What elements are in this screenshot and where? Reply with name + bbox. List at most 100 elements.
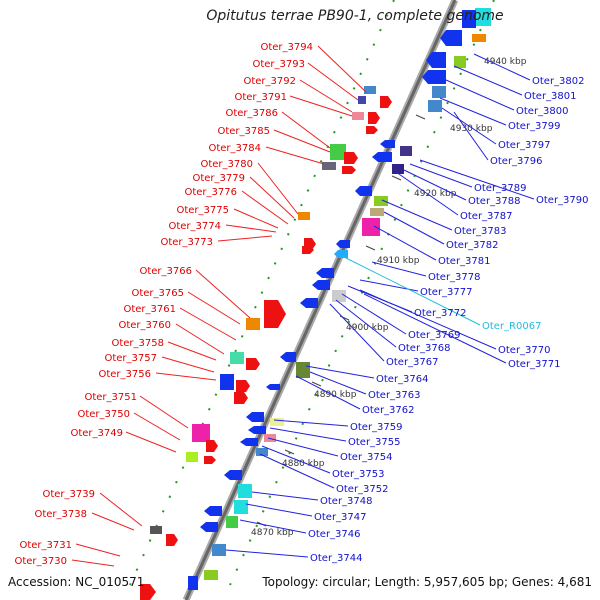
gene-feature — [234, 392, 248, 404]
gene-label-right: Oter_3777 — [420, 287, 473, 298]
gene-label-left: Oter_3775 — [176, 205, 229, 216]
gene-feature — [204, 506, 222, 516]
gene-label-right: Oter_3754 — [340, 452, 393, 463]
gene-label-left: Oter_3779 — [192, 173, 245, 184]
gene-label-right: Oter_3755 — [348, 437, 401, 448]
gene-feature — [432, 86, 446, 98]
gene-label-right: Oter_3800 — [516, 106, 569, 117]
gene-feature — [166, 534, 178, 546]
gene-feature — [300, 298, 318, 308]
gene-feature — [374, 196, 388, 206]
gene-label-right: Oter_3753 — [332, 469, 385, 480]
gene-feature — [440, 30, 462, 46]
gene-feature — [322, 162, 336, 170]
gene-feature — [366, 126, 378, 134]
forward-strand-genes — [140, 86, 392, 600]
gene-feature — [400, 146, 412, 156]
tick-label: 4900 kbp — [346, 323, 389, 333]
gene-label-right: Oter_3801 — [524, 91, 577, 102]
gene-label-left: Oter_3738 — [34, 509, 87, 520]
gene-label-left: Oter_3784 — [208, 143, 261, 154]
gene-feature — [256, 448, 268, 456]
left-gene-labels: Oter_3794 Oter_3793 Oter_3792 Oter_3791 … — [14, 42, 313, 567]
gene-label-right: Oter_3746 — [308, 529, 361, 540]
gene-label-right: Oter_3772 — [414, 308, 467, 319]
gene-feature — [270, 418, 284, 426]
reverse-strand-genes — [188, 8, 491, 590]
gene-label-left: Oter_3794 — [260, 42, 313, 53]
gene-label-left: Oter_3760 — [118, 320, 171, 331]
gene-feature — [355, 186, 372, 196]
gene-feature — [336, 240, 350, 248]
gene-label-left: Oter_3757 — [104, 353, 157, 364]
gene-feature — [362, 218, 380, 236]
gene-label-left: Oter_3792 — [243, 76, 296, 87]
gene-label-right: Oter_3744 — [310, 553, 363, 564]
gene-feature — [342, 166, 356, 174]
gene-feature — [206, 440, 218, 452]
gene-label-left: Oter_3774 — [168, 221, 221, 232]
gene-label-right: Oter_3797 — [498, 140, 551, 151]
gene-feature — [192, 424, 210, 442]
tick-label: 4910 kbp — [377, 256, 420, 266]
tick-labels: 4940 kbp 4930 kbp 4920 kbp 4910 kbp 4900… — [251, 57, 527, 538]
gene-label-right: Oter_3748 — [320, 496, 373, 507]
gene-label-right: Oter_3764 — [376, 374, 429, 385]
gene-label-right: Oter_3769 — [408, 330, 461, 341]
gene-label-left: Oter_3751 — [84, 392, 137, 403]
gene-feature — [140, 584, 156, 600]
gene-label-left: Oter_3786 — [225, 108, 278, 119]
gene-label-right: Oter_3752 — [336, 484, 389, 495]
gene-feature — [380, 140, 395, 148]
gene-feature — [186, 452, 198, 462]
gene-label-right: Oter_3770 — [498, 345, 551, 356]
gene-label-left: Oter_3776 — [184, 187, 237, 198]
gene-feature — [246, 318, 260, 330]
right-gene-labels: Oter_3802 Oter_3801 Oter_3800 Oter_3799 … — [308, 76, 589, 564]
gene-feature — [280, 352, 296, 362]
gene-feature — [188, 576, 198, 590]
gene-feature — [200, 522, 218, 532]
gene-feature — [298, 212, 310, 220]
gene-label-right: Oter_3771 — [508, 359, 561, 370]
gene-feature — [368, 112, 380, 124]
gene-label-right: Oter_3787 — [460, 211, 513, 222]
left-connectors — [71, 45, 367, 567]
gene-label-right: Oter_3778 — [428, 272, 481, 283]
gene-feature — [372, 152, 392, 162]
gene-feature — [312, 280, 330, 290]
gene-label-right: Oter_3781 — [438, 256, 491, 267]
gene-feature — [316, 268, 334, 278]
gene-label-right: Oter_3782 — [446, 240, 499, 251]
gene-label-left: Oter_3780 — [200, 159, 253, 170]
genome-title: Opitutus terrae PB90-1, complete genome — [206, 8, 504, 24]
gene-feature — [370, 208, 384, 216]
gene-label-right: Oter_3788 — [468, 196, 521, 207]
rna-connector — [341, 255, 481, 326]
gene-feature — [224, 470, 242, 480]
gene-feature — [212, 544, 226, 556]
gene-feature — [236, 380, 250, 392]
gene-label-left: Oter_3766 — [139, 266, 192, 277]
accession-label: Accession: NC_010571 — [8, 575, 145, 589]
gene-feature — [352, 112, 364, 120]
gene-feature — [472, 34, 486, 42]
gene-label-right: Oter_3789 — [474, 183, 527, 194]
gene-feature — [150, 526, 162, 534]
gene-feature — [266, 384, 280, 390]
gene-feature — [246, 412, 264, 422]
gene-label-left: Oter_3758 — [111, 338, 164, 349]
gene-label-right: Oter_3796 — [490, 156, 543, 167]
gene-feature — [234, 500, 248, 514]
gene-feature — [330, 144, 346, 160]
gene-label-left: Oter_3765 — [131, 288, 184, 299]
gene-label-left: Oter_3761 — [123, 304, 176, 315]
tick-label: 4880 kbp — [282, 459, 325, 469]
gene-label-left: Oter_3739 — [42, 489, 95, 500]
gene-feature — [296, 362, 310, 378]
gene-feature — [475, 8, 491, 26]
gene-feature — [344, 152, 358, 164]
gene-feature — [454, 56, 466, 68]
